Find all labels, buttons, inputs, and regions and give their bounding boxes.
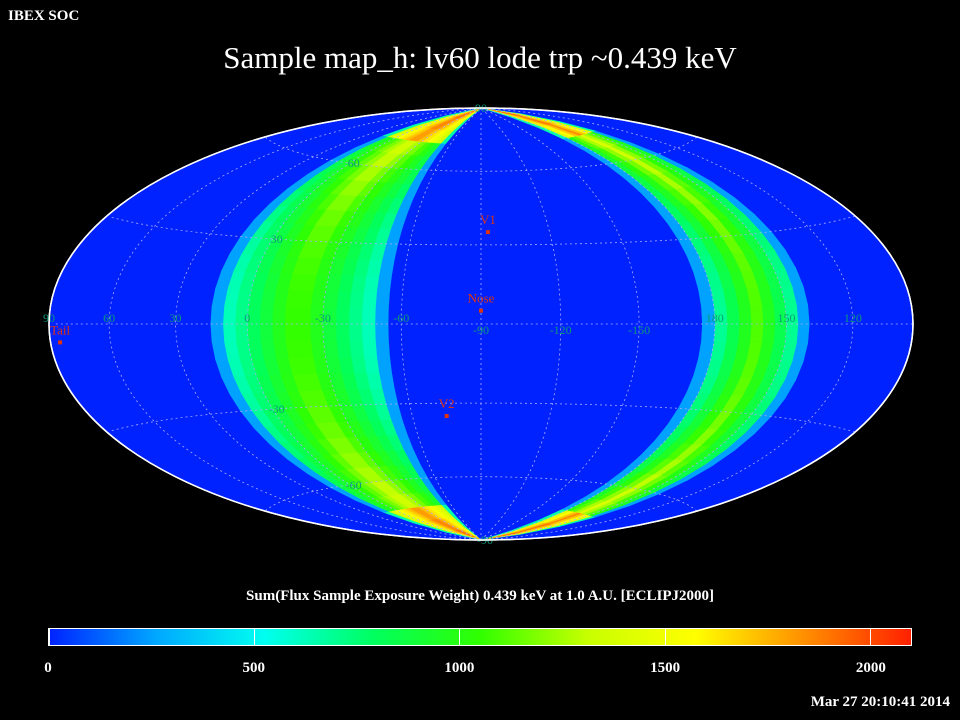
marker-nose-dot bbox=[479, 308, 483, 313]
right-band-cell bbox=[796, 304, 810, 325]
left-band-cell bbox=[310, 340, 326, 358]
left-band-cell bbox=[323, 290, 339, 308]
left-band-cell bbox=[310, 290, 326, 308]
corner-label: IBEX SOC bbox=[8, 8, 80, 24]
right-band-cell bbox=[713, 323, 728, 342]
longitude-label: 180 bbox=[706, 311, 724, 325]
left-band-cell bbox=[374, 307, 389, 325]
left-band-cell bbox=[335, 307, 350, 325]
longitude-label: -30 bbox=[315, 311, 331, 325]
left-band-cell bbox=[348, 339, 365, 357]
marker-v2-label: V2 bbox=[439, 396, 455, 411]
left-band-cell bbox=[296, 306, 312, 325]
longitude-label: 150 bbox=[778, 311, 796, 325]
longitude-label: 120 bbox=[844, 311, 862, 325]
latitude-label: 60 bbox=[348, 156, 360, 170]
right-band-cell bbox=[761, 305, 776, 325]
marker-v1-label: V1 bbox=[480, 212, 496, 227]
left-band-cell bbox=[284, 323, 299, 342]
left-band-cell bbox=[376, 275, 392, 293]
longitude-label: 60 bbox=[103, 311, 115, 325]
left-band-cell bbox=[348, 307, 363, 325]
left-band-cell bbox=[336, 290, 352, 308]
right-band-cell bbox=[796, 323, 810, 344]
left-band-cell bbox=[361, 307, 376, 325]
latitude-label: 30 bbox=[271, 232, 283, 246]
longitude-label: -150 bbox=[628, 323, 650, 337]
colorbar-tick bbox=[49, 629, 50, 645]
left-band-cell bbox=[374, 323, 389, 341]
marker-nose-label: Nose bbox=[468, 291, 495, 306]
left-band-cell bbox=[446, 108, 482, 117]
marker-v1-dot bbox=[485, 230, 490, 235]
right-band-cell bbox=[773, 323, 787, 343]
latitude-label: -30 bbox=[269, 402, 285, 416]
colorbar bbox=[48, 628, 912, 646]
left-band-cell bbox=[361, 291, 378, 309]
left-band-cell bbox=[376, 355, 392, 373]
colorbar-tick bbox=[254, 629, 256, 645]
right-band-cell bbox=[761, 323, 776, 343]
left-band-cell bbox=[361, 339, 378, 357]
right-band-cell bbox=[749, 305, 764, 325]
left-band-cell bbox=[284, 306, 299, 325]
latitude-label: -60 bbox=[346, 478, 362, 492]
left-band-cell bbox=[335, 323, 350, 341]
left-band-cell bbox=[348, 291, 365, 309]
longitude-label: -120 bbox=[550, 323, 572, 337]
right-band-cell bbox=[737, 323, 752, 343]
colorbar-tick-label: 500 bbox=[242, 660, 265, 676]
left-band-cell bbox=[375, 339, 390, 357]
right-band-cell bbox=[784, 323, 799, 343]
timestamp: Mar 27 20:10:41 2014 bbox=[810, 694, 950, 710]
left-band-cell bbox=[361, 323, 376, 341]
marker-tail-dot bbox=[58, 340, 63, 345]
right-band-cell bbox=[725, 323, 740, 342]
left-band-cell bbox=[323, 340, 339, 358]
left-band-cell bbox=[322, 323, 337, 341]
left-band-cell bbox=[271, 306, 286, 325]
left-band-cell bbox=[210, 323, 225, 343]
colorbar-tick-label: 2000 bbox=[855, 660, 886, 676]
left-band-cell bbox=[259, 323, 274, 342]
right-band-cell bbox=[737, 305, 752, 325]
meridian-line bbox=[480, 108, 854, 540]
longitude-label: -60 bbox=[393, 311, 409, 325]
marker-v2-dot bbox=[444, 414, 449, 418]
longitude-label: -90 bbox=[473, 323, 489, 337]
colorbar-tick-label: 1500 bbox=[650, 660, 681, 676]
map-outline bbox=[48, 107, 914, 541]
longitude-label: 30 bbox=[170, 311, 182, 325]
colorbar-tick bbox=[459, 629, 461, 645]
marker-tail-label: Tail bbox=[50, 322, 70, 337]
left-band-cell bbox=[336, 340, 352, 358]
colorbar-title: Sum(Flux Sample Exposure Weight) 0.439 k… bbox=[246, 588, 714, 604]
left-band-cell bbox=[210, 305, 225, 325]
left-band-cell bbox=[222, 323, 237, 342]
colorbar-tick-label: 1000 bbox=[444, 660, 475, 676]
left-band-cell bbox=[309, 323, 324, 341]
longitude-label: 0 bbox=[244, 311, 250, 325]
colorbar-tick bbox=[664, 629, 666, 645]
right-band-cell bbox=[725, 306, 740, 325]
left-band-cell bbox=[222, 306, 237, 325]
left-band-cell bbox=[296, 323, 312, 342]
right-band-cell bbox=[749, 323, 764, 343]
left-band-cell bbox=[375, 291, 390, 309]
left-band-cell bbox=[348, 323, 363, 341]
colorbar-tick-label: 0 bbox=[44, 660, 52, 676]
left-band-cell bbox=[271, 323, 286, 342]
map-title: Sample map_h: lv60 lode trp ~0.439 keV bbox=[223, 40, 737, 75]
left-band-cell bbox=[234, 323, 249, 342]
left-band-cell bbox=[259, 306, 274, 325]
colorbar-tick bbox=[869, 629, 871, 645]
meridian-line bbox=[480, 108, 716, 540]
right-band-cell bbox=[701, 323, 716, 342]
meridian-line bbox=[108, 108, 482, 540]
left-band-cell bbox=[246, 323, 261, 342]
